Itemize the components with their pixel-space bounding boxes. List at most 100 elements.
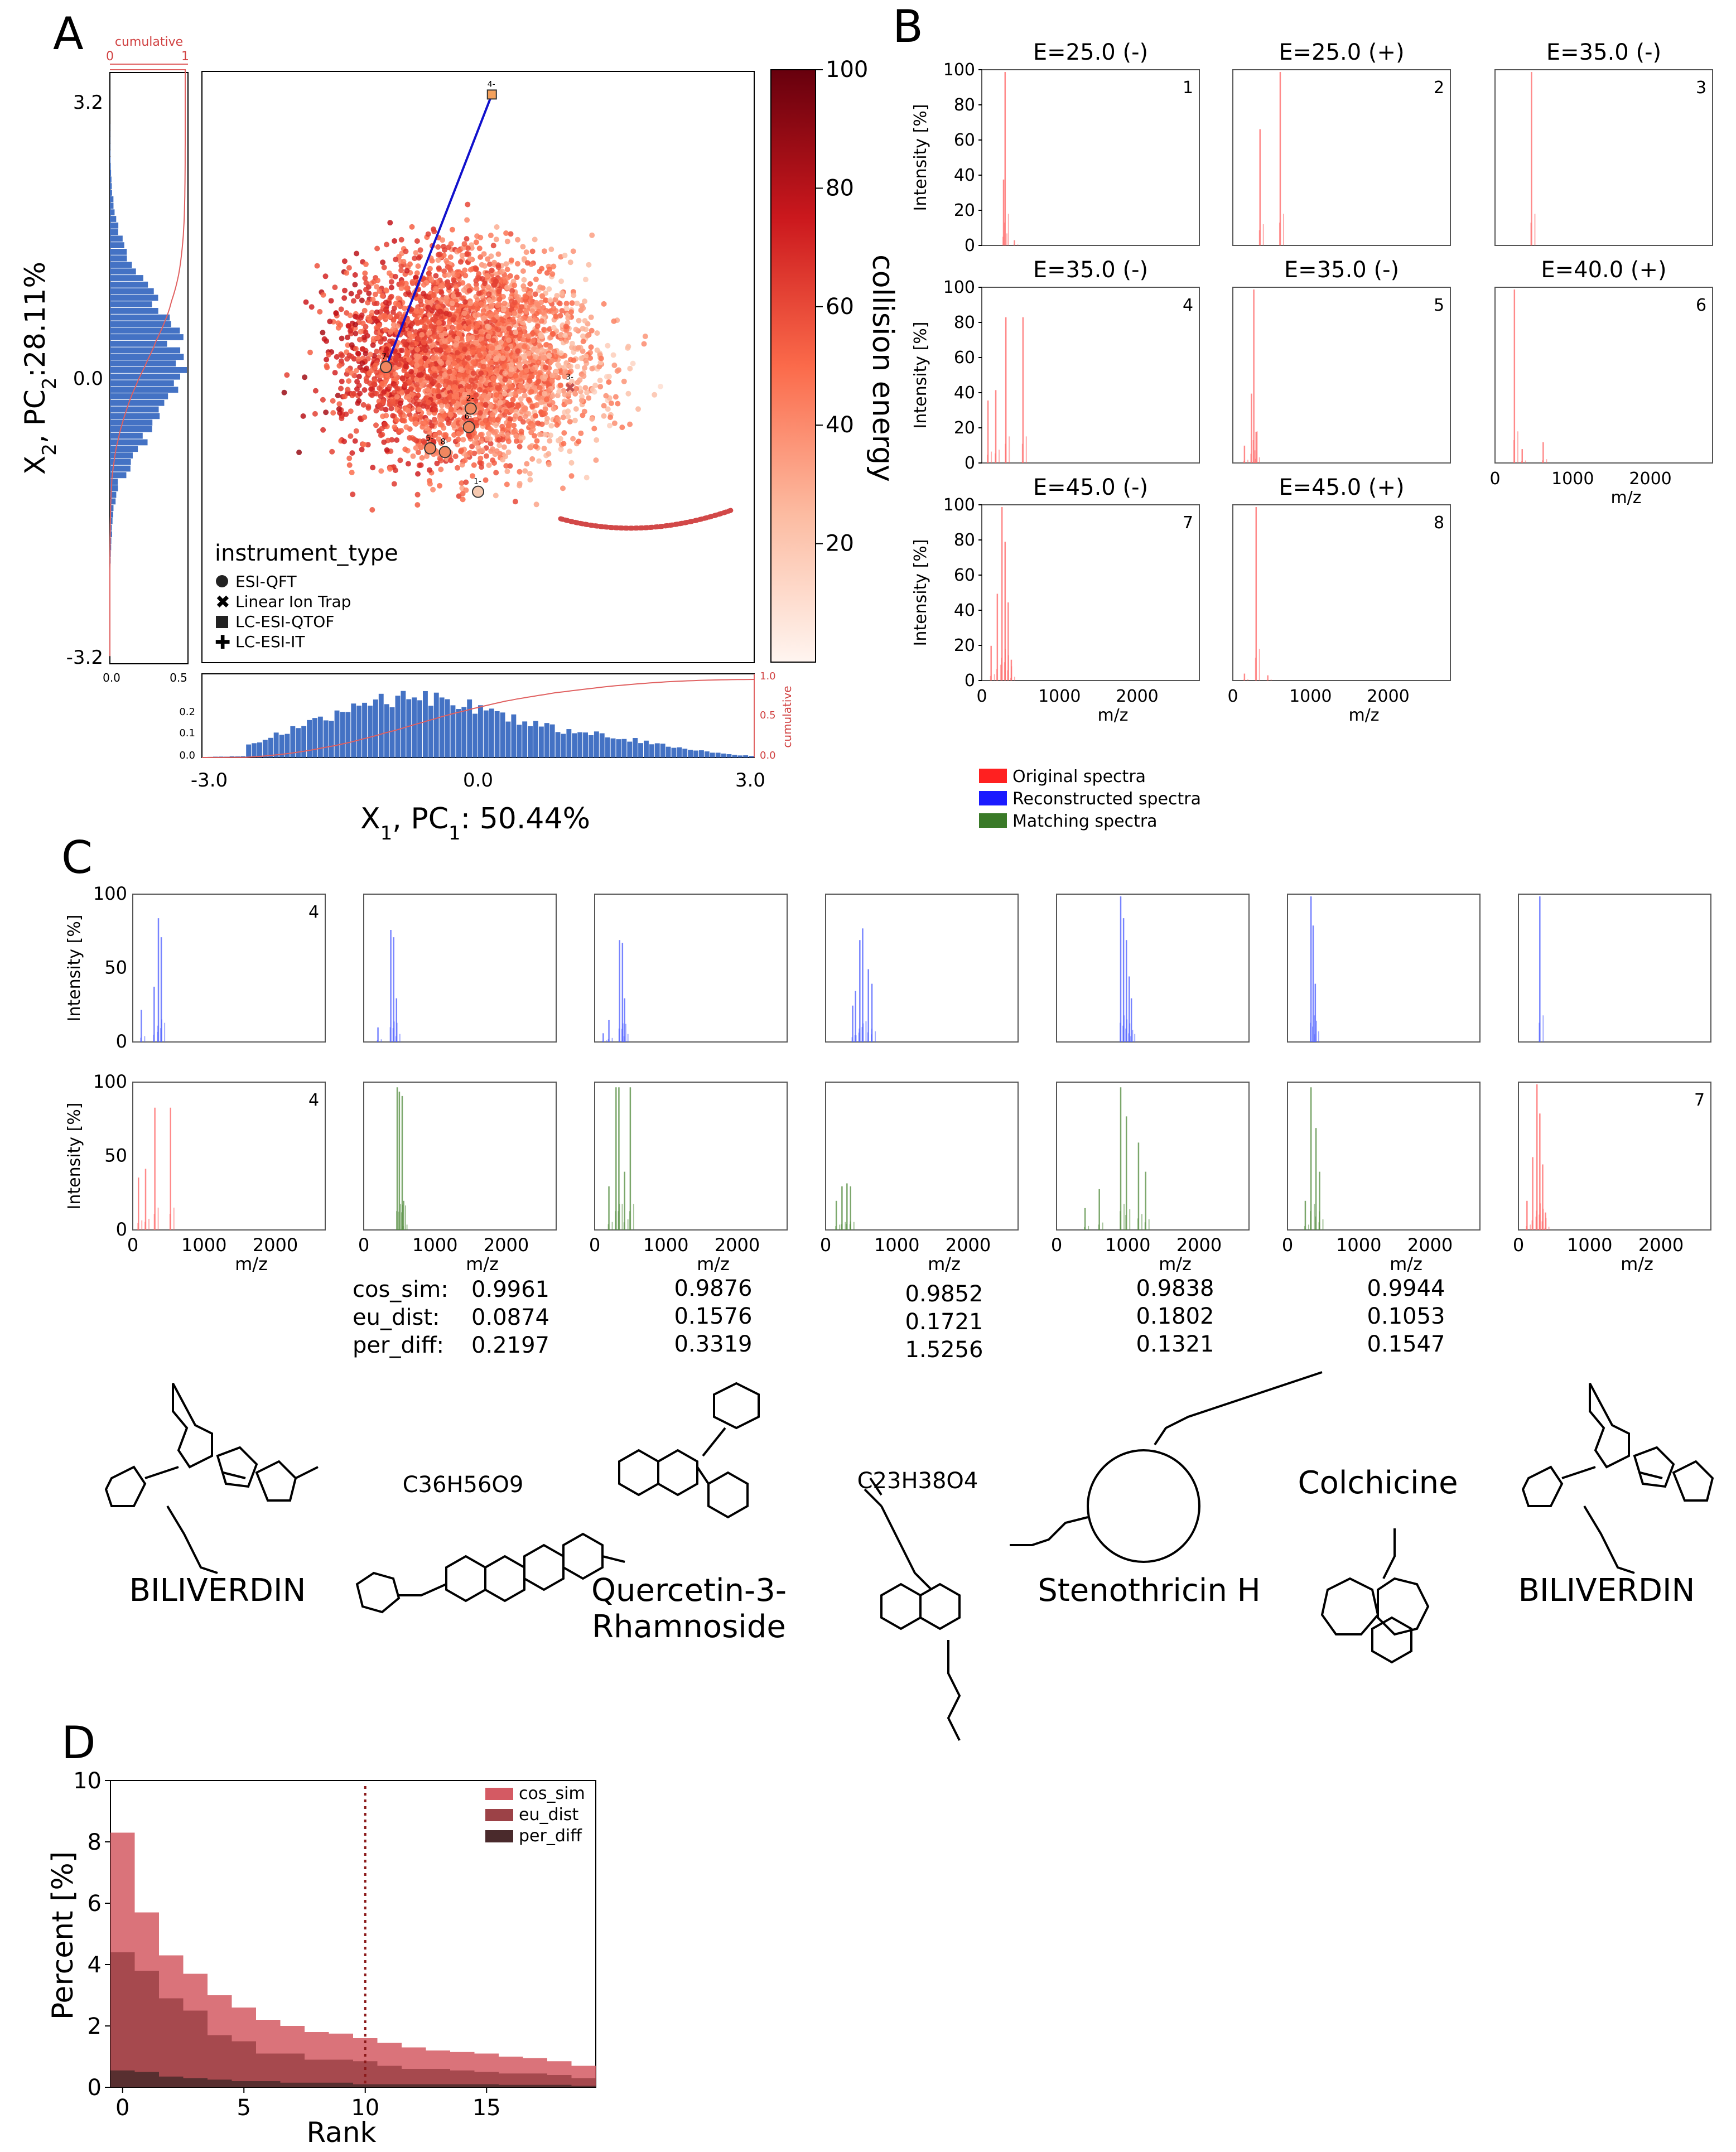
panel-c-metric: 0.0874 (471, 1305, 549, 1330)
metric-labels: cos_sim: eu_dist: per_diff: (353, 1277, 449, 1358)
scatter-point (499, 423, 505, 430)
scatter-point (345, 368, 351, 373)
scatter-point (370, 336, 377, 342)
left-hist-bar (110, 314, 170, 321)
scatter-point (379, 293, 385, 299)
scatter-point (411, 436, 417, 442)
scatter-point (588, 314, 594, 320)
panel-b-subplot-1-index: 1 (1183, 78, 1193, 98)
scatter-point (487, 261, 493, 267)
scatter-point (523, 249, 529, 255)
panel-c-ytick-top: 50 (104, 957, 127, 978)
scatter-point (397, 409, 403, 415)
scatter-point (475, 306, 480, 312)
scatter-point (416, 387, 421, 393)
panel-c-bottom-6-frame (1518, 1082, 1711, 1231)
panel-c-xlabel: m/z (1621, 1253, 1653, 1275)
scatter-point (402, 413, 408, 419)
scatter-point (336, 406, 342, 412)
scatter-point (474, 322, 480, 329)
scatter-point (437, 308, 443, 315)
scatter-point (515, 348, 521, 354)
scatter-point (506, 337, 512, 343)
colorbar-tick-label-20: 20 (826, 531, 854, 557)
scatter-point (374, 309, 380, 315)
scatter-point (575, 364, 581, 370)
panel-d-bar-per_diff (547, 2085, 572, 2087)
panel-b-ytick: 0 (965, 671, 975, 691)
scatter-point (451, 360, 457, 366)
bottom-hist-bar (317, 716, 323, 757)
scatter-point (534, 438, 540, 444)
scatter-point (524, 461, 530, 467)
scatter-point (523, 368, 529, 374)
scatter-point (394, 394, 400, 400)
scatter-point (455, 431, 461, 437)
structure-biliverdin-left (104, 1383, 319, 1574)
compound-name-4: Stenothricin H (1038, 1572, 1261, 1609)
panel-b-xtick: 0 (1227, 687, 1238, 706)
scatter-point (573, 385, 580, 392)
scatter-point (418, 462, 424, 468)
scatter-point (544, 416, 550, 422)
scatter-point (491, 282, 496, 288)
scatter-point (532, 433, 538, 439)
panel-c-bottom-6-index: 7 (1694, 1091, 1705, 1110)
scatter-point (428, 342, 435, 349)
scatter-point (381, 439, 387, 445)
scatter-point (501, 390, 508, 397)
scatter-point (414, 363, 420, 368)
scatter-point (381, 264, 387, 271)
scatter-point (439, 408, 445, 414)
scatter-point (605, 406, 611, 412)
scatter-point (582, 298, 587, 305)
scatter-point (476, 290, 482, 296)
panel-b-xtick: 1000 (1289, 687, 1332, 706)
scatter-point (383, 327, 389, 333)
bottom-hist-bar (301, 726, 307, 757)
scatter-point (438, 332, 445, 339)
scatter-point (416, 372, 422, 378)
scatter-point (416, 450, 421, 455)
scatter-point (563, 324, 569, 330)
panel-d-bars (110, 1832, 596, 2087)
scatter-point (580, 326, 586, 332)
scatter-point (391, 481, 397, 487)
bottom-hist-bar (472, 713, 478, 757)
scatter-point (401, 418, 406, 424)
left-hist-bar (110, 281, 148, 288)
scatter-point (462, 299, 468, 305)
scatter-point (363, 329, 369, 335)
highlight-marker-8 (438, 446, 451, 459)
scatter-point (358, 329, 364, 335)
scatter-point (426, 270, 432, 276)
scatter-point (377, 385, 382, 391)
panel-b-ytick: 40 (954, 383, 975, 403)
scatter-point (452, 380, 458, 386)
bottom-hist-bar (417, 700, 422, 757)
scatter-point (512, 282, 518, 288)
scatter-point (539, 347, 545, 353)
scatter-point (521, 406, 527, 412)
scatter-point (581, 373, 587, 379)
scatter-point (454, 272, 460, 278)
scatter-point (320, 427, 326, 433)
bottom-hist-bar (505, 721, 511, 757)
scatter-point (392, 238, 398, 244)
panel-b-subplot-2-frame (1232, 69, 1451, 246)
panel-b-ytick: 60 (954, 566, 975, 585)
scatter-point (479, 276, 485, 282)
scatter-point (425, 305, 431, 311)
scatter-point (380, 259, 386, 266)
scatter-point (627, 365, 633, 371)
scatter-point (498, 339, 504, 345)
scatter-point (483, 418, 489, 424)
bottom-hist-bar (307, 720, 312, 757)
scatter-point (471, 462, 477, 468)
scatter-point (436, 265, 442, 271)
reconstruction-line (385, 94, 493, 368)
scatter-point (610, 352, 616, 358)
scatter-point (551, 406, 557, 412)
panel-c-xtick: 1000 (1336, 1234, 1381, 1256)
scatter-point (576, 438, 582, 445)
